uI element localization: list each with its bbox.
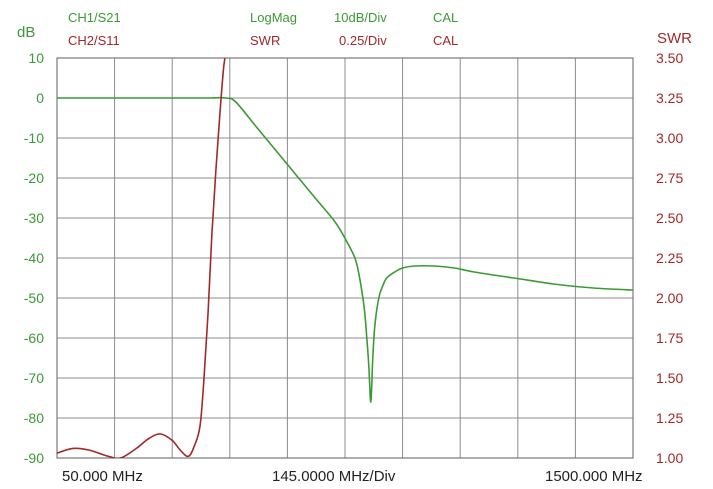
right-tick-label: 2.25: [656, 250, 683, 266]
ch2-scale: 0.25/Div: [339, 33, 387, 48]
traces: [57, 58, 633, 458]
right-axis-unit: SWR: [657, 30, 692, 47]
right-tick-label: 1.25: [656, 410, 683, 426]
right-tick-label: 3.25: [656, 90, 683, 106]
ch2-format: SWR: [250, 33, 280, 48]
right-tick-label: 2.75: [656, 170, 683, 186]
ch2-cal: CAL: [433, 33, 458, 48]
left-tick-label: 10: [28, 50, 44, 66]
right-tick-label: 1.00: [656, 450, 683, 466]
left-axis-unit: dB: [17, 24, 35, 41]
x-stop-label: 1500.000 MHz: [545, 468, 643, 485]
right-tick-label: 1.75: [656, 330, 683, 346]
right-tick-label: 2.00: [656, 290, 683, 306]
ch2-name: CH2/S11: [68, 33, 120, 48]
left-tick-label: -90: [24, 450, 44, 466]
s21-trace: [57, 96, 633, 403]
right-axis-ticks: 3.50 3.25 3.00 2.75 2.50 2.25 2.00 1.75 1.50 1.25…: [656, 50, 683, 466]
ch1-cal: CAL: [433, 10, 458, 25]
left-tick-label: -60: [24, 330, 44, 346]
right-tick-label: 2.50: [656, 210, 683, 226]
left-tick-label: -40: [24, 250, 44, 266]
right-tick-label: 1.50: [656, 370, 683, 386]
s11-swr-trace: [57, 58, 226, 458]
left-tick-label: -30: [24, 210, 44, 226]
ch1-format: LogMag: [250, 10, 297, 25]
ch1-scale: 10dB/Div: [334, 10, 387, 25]
left-axis-ticks: 10 0 -10 -20 -30 -40 -50 -60 -70 -80 -90: [24, 50, 44, 466]
ch1-name: CH1/S21: [68, 10, 121, 25]
grid: [57, 58, 633, 458]
right-tick-label: 3.00: [656, 130, 683, 146]
left-tick-label: 0: [36, 90, 44, 106]
left-tick-label: -10: [24, 130, 44, 146]
plot-frame: [56, 57, 634, 459]
x-center-label: 145.0000 MHz/Div: [272, 468, 396, 485]
left-tick-label: -50: [24, 290, 44, 306]
left-tick-label: -80: [24, 410, 44, 426]
left-tick-label: -70: [24, 370, 44, 386]
left-tick-label: -20: [24, 170, 44, 186]
x-start-label: 50.000 MHz: [62, 468, 143, 485]
right-tick-label: 3.50: [656, 50, 683, 66]
